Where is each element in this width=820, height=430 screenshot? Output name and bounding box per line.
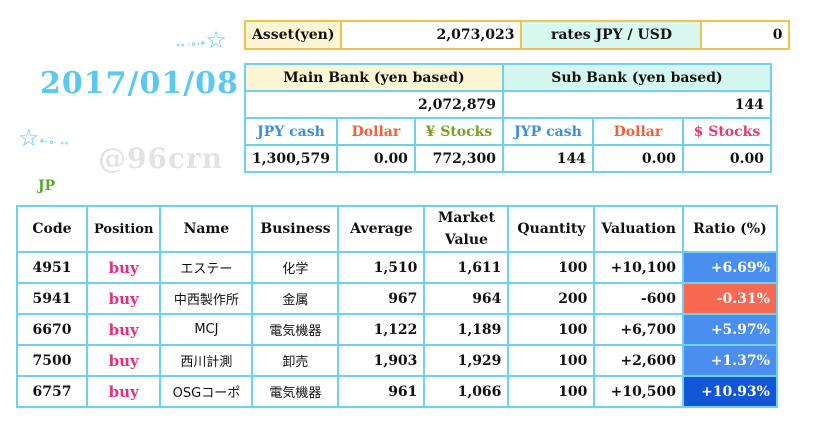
row-code: 4951 xyxy=(16,251,88,284)
sub-bank-total: 144 xyxy=(501,90,772,119)
row-ratio: +10.93% xyxy=(681,375,778,408)
row-average: 967 xyxy=(337,282,426,315)
holdings-table: Code Position Name Business Average Mark… xyxy=(16,205,778,408)
table-row: 5941 buy 中西製作所 金属 967 964 200 -600 -0.31% xyxy=(16,282,778,315)
section-label-jp: JP xyxy=(38,178,56,194)
row-market-value: 964 xyxy=(423,282,510,315)
row-position: buy xyxy=(85,344,162,377)
date-heading: 2017/01/08 xyxy=(40,66,239,101)
col-market-value-header: Market Value xyxy=(423,205,510,253)
row-business: 電気機器 xyxy=(251,375,340,408)
row-ratio: +5.97% xyxy=(681,313,778,346)
row-market-value: 1,611 xyxy=(423,251,510,284)
main-bank-total: 2,072,879 xyxy=(244,90,504,119)
rates-value: 0 xyxy=(700,20,791,50)
row-valuation: +10,100 xyxy=(593,251,684,284)
main-dollar-value: 0.00 xyxy=(335,144,416,173)
table-row: 6670 buy MCJ 電気機器 1,122 1,189 100 +6,700 +5.97% xyxy=(16,313,778,346)
row-code: 6757 xyxy=(16,375,88,408)
asset-summary-table: Asset(yen) 2,073,023 rates JPY / USD 0 xyxy=(243,20,791,50)
col-quantity-header: Quantity xyxy=(507,205,596,253)
row-code: 6670 xyxy=(16,313,88,346)
row-average: 1,903 xyxy=(337,344,426,377)
col-name-header: Name xyxy=(159,205,254,253)
sub-jyp-cash-value: 144 xyxy=(501,144,594,173)
main-stocks-value: 772,300 xyxy=(413,144,504,173)
row-valuation: +2,600 xyxy=(593,344,684,377)
col-average-header: Average xyxy=(337,205,426,253)
holdings-header-row: Code Position Name Business Average Mark… xyxy=(16,205,778,253)
col-valuation-header: Valuation xyxy=(593,205,684,253)
sub-stocks-header: $ Stocks xyxy=(681,117,772,146)
col-business-header: Business xyxy=(251,205,340,253)
sub-dollar-header: Dollar xyxy=(591,117,684,146)
row-position: buy xyxy=(85,251,162,284)
row-market-value: 1,929 xyxy=(423,344,510,377)
bank-table: Main Bank (yen based) Sub Bank (yen base… xyxy=(244,63,772,173)
col-position-header: Position xyxy=(85,205,162,253)
row-position: buy xyxy=(85,313,162,346)
sub-bank-title: Sub Bank (yen based) xyxy=(501,63,772,92)
row-market-value: 1,189 xyxy=(423,313,510,346)
row-quantity: 100 xyxy=(507,251,596,284)
row-quantity: 100 xyxy=(507,344,596,377)
row-name: 西川計測 xyxy=(159,344,254,377)
row-quantity: 100 xyxy=(507,313,596,346)
table-row: 7500 buy 西川計測 卸売 1,903 1,929 100 +2,600 +1.37% xyxy=(16,344,778,377)
col-code-header: Code xyxy=(16,205,88,253)
row-business: 卸売 xyxy=(251,344,340,377)
row-average: 1,510 xyxy=(337,251,426,284)
row-average: 961 xyxy=(337,375,426,408)
rates-label: rates JPY / USD xyxy=(520,20,703,50)
sparkle-decoration-top: ∘∘ ·∘·*☆ xyxy=(176,26,227,54)
row-valuation: +10,500 xyxy=(593,375,684,408)
sub-jyp-cash-header: JYP cash xyxy=(501,117,594,146)
asset-value: 2,073,023 xyxy=(340,20,523,50)
row-code: 5941 xyxy=(16,282,88,315)
row-valuation: -600 xyxy=(593,282,684,315)
row-business: 化学 xyxy=(251,251,340,284)
col-ratio-header: Ratio (%) xyxy=(681,205,778,253)
sparkle-decoration-left: ☆*·∘· ∘∘ xyxy=(18,124,69,152)
table-row: 4951 buy エステー 化学 1,510 1,611 100 +10,100 +6.69% xyxy=(16,251,778,284)
row-average: 1,122 xyxy=(337,313,426,346)
row-ratio: +6.69% xyxy=(681,251,778,284)
main-dollar-header: Dollar xyxy=(335,117,416,146)
sub-dollar-value: 0.00 xyxy=(591,144,684,173)
row-ratio: +1.37% xyxy=(681,344,778,377)
main-stocks-header: ¥ Stocks xyxy=(413,117,504,146)
row-position: buy xyxy=(85,375,162,408)
row-quantity: 100 xyxy=(507,375,596,408)
row-name: MCJ xyxy=(159,313,254,346)
row-position: buy xyxy=(85,282,162,315)
watermark: @96crn xyxy=(98,142,224,175)
row-name: 中西製作所 xyxy=(159,282,254,315)
main-jpy-cash-value: 1,300,579 xyxy=(244,144,338,173)
row-name: エステー xyxy=(159,251,254,284)
table-row: 6757 buy OSGコーポ 電気機器 961 1,066 100 +10,500 +10.9… xyxy=(16,375,778,408)
row-quantity: 200 xyxy=(507,282,596,315)
row-ratio: -0.31% xyxy=(681,282,778,315)
main-bank-title: Main Bank (yen based) xyxy=(244,63,504,92)
row-market-value: 1,066 xyxy=(423,375,510,408)
row-code: 7500 xyxy=(16,344,88,377)
main-jpy-cash-header: JPY cash xyxy=(244,117,338,146)
row-valuation: +6,700 xyxy=(593,313,684,346)
asset-label: Asset(yen) xyxy=(243,20,343,50)
row-name: OSGコーポ xyxy=(159,375,254,408)
sub-stocks-value: 0.00 xyxy=(681,144,772,173)
row-business: 電気機器 xyxy=(251,313,340,346)
row-business: 金属 xyxy=(251,282,340,315)
